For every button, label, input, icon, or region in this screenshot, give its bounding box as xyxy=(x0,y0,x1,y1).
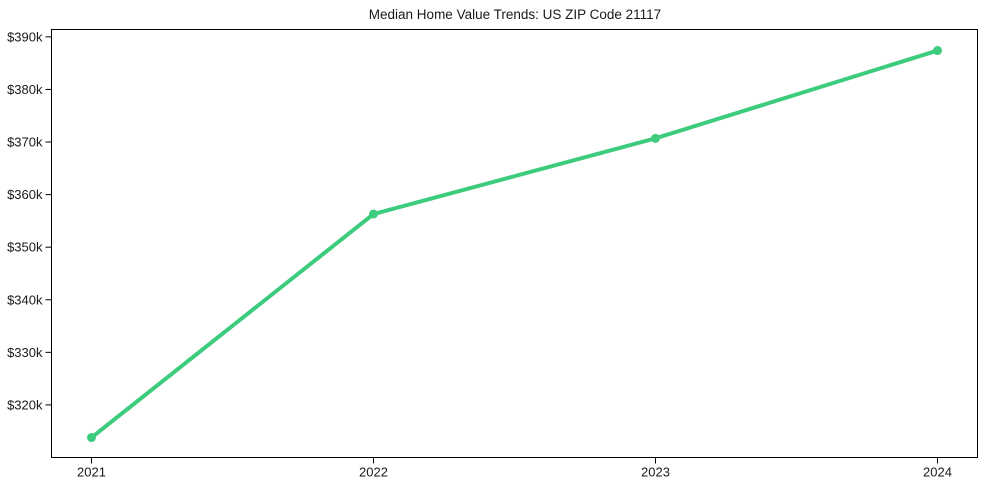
data-point-2022 xyxy=(369,209,378,219)
y-axis-tick-label: $350k xyxy=(7,240,43,255)
y-axis-tick-label: $380k xyxy=(7,82,43,97)
chart-title: Median Home Value Trends: US ZIP Code 21… xyxy=(368,7,662,22)
y-axis-tick-label: $330k xyxy=(7,345,43,360)
y-axis-tick-label: $370k xyxy=(7,135,43,150)
data-point-2021 xyxy=(87,433,96,443)
x-axis-tick-label: 2023 xyxy=(641,465,670,480)
y-axis-tick-label: $340k xyxy=(7,292,43,307)
y-axis-tick-label: $320k xyxy=(7,397,43,412)
y-axis-tick-label: $390k xyxy=(7,29,43,44)
x-axis-tick-label: 2024 xyxy=(923,465,952,480)
plot-border xyxy=(51,29,978,458)
x-axis-tick-label: 2021 xyxy=(77,465,106,480)
trend-line xyxy=(89,48,940,440)
y-axis-tick-label: $360k xyxy=(7,187,43,202)
x-axis-tick-label: 2022 xyxy=(359,465,388,480)
data-point-2024 xyxy=(933,46,942,56)
data-point-2023 xyxy=(651,133,660,143)
